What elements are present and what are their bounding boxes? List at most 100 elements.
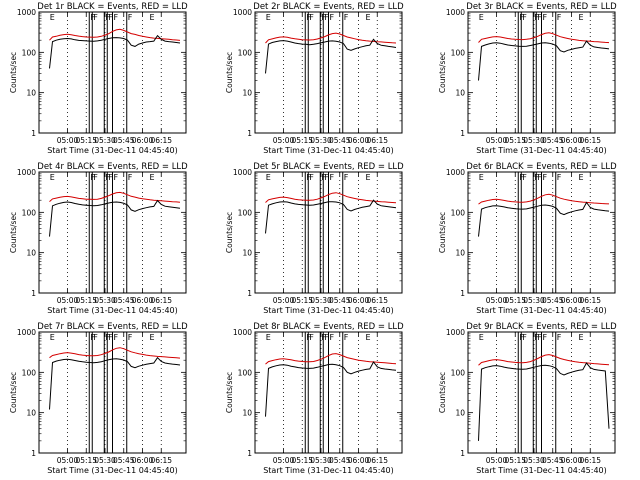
- y-tick-label: 10: [26, 409, 36, 418]
- marker-label: E: [479, 333, 484, 342]
- x-tick-label: 05:15: [291, 456, 313, 465]
- x-tick-label: 05:30: [310, 136, 332, 145]
- detector-panel: Det 7r BLACK = Events, RED = LLD05:0005:…: [9, 322, 188, 475]
- y-tick-label: 1: [460, 289, 465, 298]
- x-tick-label: 06:15: [150, 456, 172, 465]
- y-axis-label: Counts/sec: [9, 212, 18, 253]
- x-tick-label: 05:45: [113, 136, 135, 145]
- detector-panel: Det 3r BLACK = Events, RED = LLD05:0005:…: [438, 2, 617, 155]
- x-tick-label: 05:45: [329, 296, 351, 305]
- x-tick-label: 05:15: [75, 296, 97, 305]
- events-series-line: [478, 362, 610, 441]
- panel-title: Det 8r BLACK = Events, RED = LLD: [253, 322, 404, 332]
- x-tick-label: 06:00: [561, 136, 583, 145]
- y-tick-label: 10: [242, 409, 252, 418]
- events-series-line: [478, 201, 610, 237]
- y-tick-label: 1000: [17, 328, 36, 337]
- panel-title: Det 7r BLACK = Events, RED = LLD: [37, 322, 188, 332]
- x-tick-label: 05:00: [486, 136, 508, 145]
- y-tick-label: 1: [31, 449, 36, 458]
- panel-title: Det 6r BLACK = Events, RED = LLD: [466, 162, 617, 172]
- x-tick-label: 05:30: [523, 456, 545, 465]
- lld-series-line: [478, 193, 610, 205]
- x-tick-label: 06:15: [366, 136, 388, 145]
- x-tick-label: 05:15: [291, 136, 313, 145]
- y-tick-label: 10: [455, 89, 465, 98]
- x-tick-label: 05:15: [75, 456, 97, 465]
- marker-label: E: [266, 13, 271, 22]
- x-tick-label: 05:45: [542, 136, 564, 145]
- lld-series-line: [265, 32, 397, 44]
- marker-label: E: [150, 173, 155, 182]
- y-tick-label: 100: [238, 48, 253, 57]
- marker-label: E: [366, 173, 371, 182]
- y-axis-label: Counts/sec: [9, 52, 18, 93]
- lld-series-line: [49, 191, 181, 203]
- x-tick-label: 05:00: [57, 296, 79, 305]
- x-tick-label: 05:15: [75, 136, 97, 145]
- panel-title: Det 2r BLACK = Events, RED = LLD: [253, 2, 404, 12]
- x-tick-label: 05:00: [57, 136, 79, 145]
- marker-label: F: [324, 333, 329, 342]
- y-tick-label: 1000: [446, 168, 465, 177]
- y-tick-label: 100: [238, 208, 253, 217]
- marker-label: F: [543, 13, 548, 22]
- y-tick-label: 1000: [446, 328, 465, 337]
- marker-label: E: [266, 173, 271, 182]
- y-axis-label: Counts/sec: [9, 372, 18, 413]
- marker-label: F: [128, 173, 133, 182]
- x-tick-label: 05:00: [486, 456, 508, 465]
- y-axis-label: Counts/sec: [438, 372, 447, 413]
- y-axis-label: Counts/sec: [225, 52, 234, 93]
- x-tick-label: 06:00: [132, 136, 154, 145]
- marker-label: F: [128, 13, 133, 22]
- marker-label: F: [537, 173, 542, 182]
- panel-title: Det 3r BLACK = Events, RED = LLD: [466, 2, 617, 12]
- marker-label: F: [114, 173, 119, 182]
- x-tick-label: 06:00: [132, 456, 154, 465]
- plot-frame: [254, 11, 403, 134]
- x-tick-label: 05:45: [329, 136, 351, 145]
- y-tick-label: 10: [26, 89, 36, 98]
- x-tick-label: 05:30: [310, 456, 332, 465]
- marker-label: E: [150, 333, 155, 342]
- x-tick-label: 05:15: [504, 456, 526, 465]
- x-axis-label: Start Time (31-Dec-11 04:45:40): [476, 306, 607, 315]
- marker-label: F: [114, 333, 119, 342]
- marker-label: F: [108, 333, 113, 342]
- panel-title: Det 9r BLACK = Events, RED = LLD: [466, 322, 617, 332]
- marker-label: F: [309, 173, 314, 182]
- x-tick-label: 05:00: [273, 456, 295, 465]
- y-tick-label: 1000: [233, 168, 252, 177]
- plot-frame: [38, 171, 187, 294]
- plot-frame: [467, 11, 616, 134]
- x-axis-label: Start Time (31-Dec-11 04:45:40): [47, 466, 178, 475]
- panel-title: Det 1r BLACK = Events, RED = LLD: [37, 2, 188, 12]
- x-tick-label: 06:00: [348, 456, 370, 465]
- marker-label: E: [579, 173, 584, 182]
- detector-panel: Det 9r BLACK = Events, RED = LLD05:0005:…: [438, 322, 617, 475]
- x-tick-label: 05:45: [113, 456, 135, 465]
- x-axis-label: Start Time (31-Dec-11 04:45:40): [263, 466, 394, 475]
- y-tick-label: 1: [460, 129, 465, 138]
- x-tick-label: 05:15: [504, 136, 526, 145]
- x-tick-label: 05:30: [523, 296, 545, 305]
- plot-frame: [254, 331, 403, 454]
- events-series-line: [265, 361, 397, 417]
- y-tick-label: 100: [238, 368, 253, 377]
- events-series-line: [478, 40, 610, 81]
- marker-label: E: [366, 333, 371, 342]
- x-tick-label: 05:15: [504, 296, 526, 305]
- y-tick-label: 1000: [446, 8, 465, 17]
- y-tick-label: 1: [31, 129, 36, 138]
- x-tick-label: 06:15: [150, 296, 172, 305]
- marker-label: F: [557, 333, 562, 342]
- marker-label: F: [557, 173, 562, 182]
- panel-title: Det 5r BLACK = Events, RED = LLD: [253, 162, 404, 172]
- marker-label: F: [128, 333, 133, 342]
- y-tick-label: 10: [242, 89, 252, 98]
- events-series-line: [265, 38, 397, 74]
- plot-frame: [467, 331, 616, 454]
- marker-label: E: [150, 13, 155, 22]
- lld-series-line: [478, 354, 610, 366]
